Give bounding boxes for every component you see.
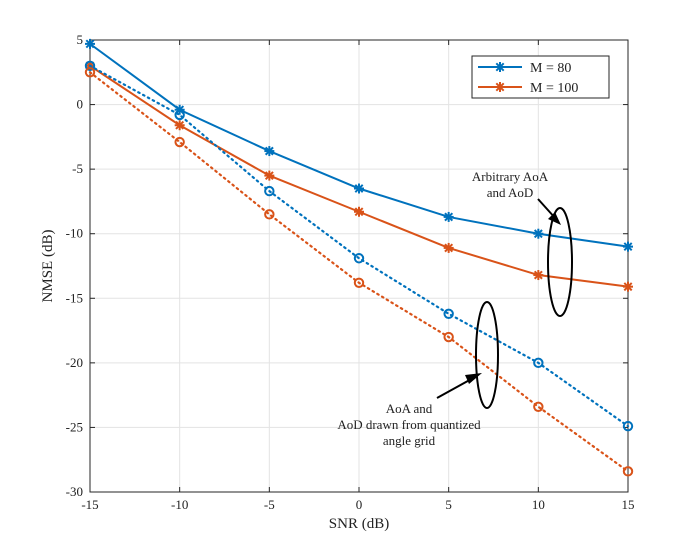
- quantized-group-ellipse: [475, 301, 499, 409]
- marker-stroke: [533, 270, 543, 280]
- x-tick-label: 0: [356, 497, 363, 512]
- data-point: [174, 120, 185, 131]
- data-point: [174, 136, 185, 148]
- series-3: [84, 60, 634, 432]
- arbitrary-group-ellipse: [547, 207, 573, 317]
- x-tick-label: 5: [445, 497, 452, 512]
- data-point: [623, 281, 633, 292]
- data-point: [264, 209, 275, 220]
- y-tick-label: -20: [66, 355, 83, 370]
- series-line: [88, 64, 630, 428]
- data-point: [443, 211, 454, 222]
- y-tick-label: -25: [66, 419, 83, 434]
- data-point: [443, 242, 454, 253]
- marker-stroke: [264, 171, 274, 181]
- marker-stroke: [354, 207, 364, 217]
- marker-stroke: [175, 120, 185, 130]
- y-tick-labels: 5 0 -5 -10 -15 -20 -25 -30: [66, 32, 83, 499]
- y-tick-label: -15: [66, 290, 83, 305]
- y-axis-label: NMSE (dB): [40, 230, 56, 303]
- marker-stroke: [623, 282, 633, 292]
- data-point: [264, 146, 275, 157]
- series-line: [88, 71, 630, 473]
- marker-stroke: [623, 242, 633, 252]
- data-point: [533, 270, 544, 281]
- data-point: [264, 185, 275, 197]
- legend: M = 80 M = 100: [471, 55, 610, 99]
- arbitrary-annotation-line: Arbitrary AoA: [472, 169, 549, 184]
- y-tick-label: 5: [77, 32, 84, 47]
- legend-entry: M = 80: [478, 61, 571, 76]
- marker-stroke: [264, 146, 274, 156]
- series-4: [84, 67, 634, 477]
- data-point: [354, 206, 364, 217]
- data-point: [623, 241, 633, 252]
- arbitrary-arrow-head: [548, 212, 561, 225]
- legend-entry: M = 100: [478, 81, 578, 96]
- x-tick-label: -5: [264, 497, 275, 512]
- y-tick-label: -30: [66, 484, 83, 499]
- data-point: [533, 228, 544, 239]
- legend-label: M = 80: [530, 61, 571, 76]
- y-tick-label: 0: [77, 97, 84, 112]
- marker-stroke: [444, 243, 454, 253]
- data-point: [354, 183, 364, 194]
- quantized-annotation-line: AoA and: [386, 401, 433, 416]
- x-tick-label: -10: [171, 497, 188, 512]
- data-point: [353, 277, 365, 288]
- marker-stroke: [495, 82, 505, 92]
- data-point: [443, 308, 454, 319]
- data-point: [85, 38, 95, 49]
- data-point: [533, 401, 544, 412]
- marker-stroke: [354, 184, 364, 193]
- x-tick-label: 15: [622, 497, 635, 512]
- data-point: [264, 170, 275, 181]
- quantized-annotation-line: angle grid: [383, 433, 436, 448]
- quantized-arrow-head: [465, 373, 482, 384]
- series-2: [85, 60, 633, 292]
- arbitrary-annotation-line: and AoD: [487, 185, 534, 200]
- x-tick-label: 10: [532, 497, 545, 512]
- data-point: [533, 357, 544, 369]
- marker-stroke: [444, 212, 454, 222]
- x-tick-label: -15: [81, 497, 98, 512]
- legend-box: [471, 55, 610, 99]
- legend-marker: [495, 62, 505, 72]
- marker-stroke: [495, 62, 505, 72]
- data-point: [84, 60, 96, 72]
- legend-label: M = 100: [530, 81, 578, 96]
- x-tick-labels: -15 -10 -5 0 5 10 15: [81, 497, 634, 512]
- data-point: [622, 420, 634, 432]
- y-tick-label: -5: [72, 161, 83, 176]
- marker-stroke: [85, 39, 95, 49]
- y-tick-label: -10: [66, 226, 83, 241]
- marker-stroke: [533, 229, 543, 239]
- data-point: [622, 466, 634, 477]
- data-point: [443, 331, 454, 343]
- plot-frame: [89, 39, 629, 493]
- series-layer: [84, 38, 634, 477]
- legend-marker: [495, 82, 505, 92]
- data-point: [353, 253, 365, 264]
- data-point: [174, 109, 185, 121]
- quantized-annotation-line: AoD drawn from quantized: [337, 417, 481, 432]
- x-axis-label: SNR (dB): [329, 516, 389, 532]
- data-point: [84, 67, 96, 78]
